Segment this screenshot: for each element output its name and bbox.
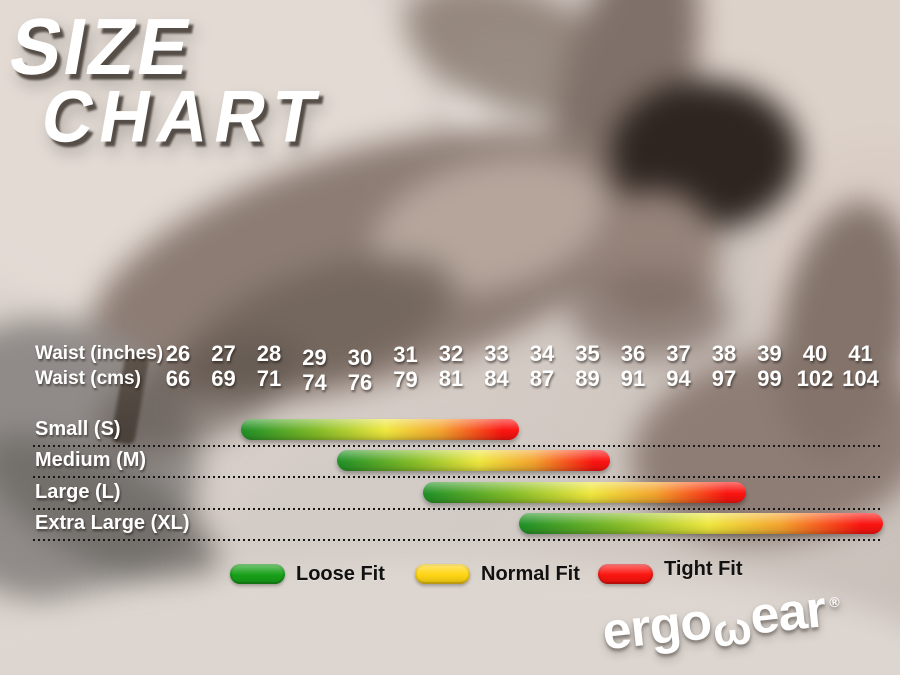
legend-swatch-icon [598,564,653,584]
legend-item: Loose Fit [230,563,385,585]
waist-cms-value: 104 [842,366,879,391]
waist-inches-value: 29 [302,345,327,370]
waist-cms-value: 84 [484,366,509,391]
waist-inches-value: 39 [757,341,782,366]
legend-label: Loose Fit [296,562,385,585]
waist-inches-value: 37 [666,341,691,366]
legend-swatch-icon [415,564,470,584]
size-range-bar [241,419,519,440]
waist-cms-value: 71 [256,366,282,391]
size-row: Medium (M) [0,450,900,482]
waist-inches-value: 34 [529,341,555,366]
size-row: Extra Large (XL) [0,511,900,545]
dotted-separator [33,476,882,479]
waist-inches-value: 30 [347,345,373,370]
swatch-gloss [598,564,653,584]
size-row-label: Small (S) [35,418,121,440]
waist-inches-value: 26 [165,341,191,366]
waist-inches-value: 28 [256,341,282,366]
waist-cms-value: 89 [575,366,600,391]
waist-cms-value: 79 [393,367,418,392]
dotted-separator [33,445,882,447]
bar-gloss [336,450,610,472]
legend-item: Normal Fit [415,563,580,585]
waist-cms-row: Waist (cms) 66 69 71 74 76 79 81 84 87 89 91 94 97 99… [0,366,900,395]
waist-inches-value: 38 [711,341,737,366]
title-line-chart: CHART [35,75,331,158]
logo-omega-w-icon: ω [710,601,754,657]
registered-trademark-icon: ® [828,593,840,611]
page-title: SIZE CHART [0,3,342,158]
bar-gloss [518,512,883,534]
waist-inches-value: 33 [484,341,509,366]
waist-cms-label: Waist (cms) [35,368,141,389]
waist-inches-value: 31 [393,342,418,367]
size-row: Small (S) [0,419,900,451]
size-range-bar [423,481,747,503]
size-row-label: Large (L) [35,480,121,503]
waist-cms-value: 87 [529,366,555,391]
dotted-separator [33,507,882,510]
size-range-bar [518,512,883,534]
waist-inches-value: 32 [438,341,464,366]
dotted-separator [33,538,882,541]
waist-inches-label: Waist (inches) [35,343,164,364]
waist-inches-value: 27 [211,341,236,366]
size-row: Large (L) [0,480,900,514]
legend-item: Tight Fit [598,558,743,585]
waist-cms-value: 66 [165,366,191,391]
logo-text-ergo: ergo [599,592,714,662]
waist-cms-value: 102 [796,366,834,391]
photo-shape [570,270,730,360]
waist-cms-value: 97 [711,366,737,391]
waist-cms-value: 76 [347,370,373,395]
legend-label: Tight Fit [664,557,743,580]
waist-cms-value: 74 [302,370,327,395]
size-row-label: Extra Large (XL) [35,511,190,534]
waist-inches-value: 35 [575,341,600,366]
waist-cms-value: 99 [757,366,782,391]
waist-inches-value: 41 [848,341,873,366]
size-row-label: Medium (M) [35,449,147,472]
waist-cms-value: 81 [438,366,464,391]
legend-swatch-icon [230,564,285,584]
waist-inches-value: 40 [802,341,828,366]
waist-cms-value: 69 [211,366,236,391]
size-range-bar [336,450,610,472]
bar-gloss [423,481,747,503]
swatch-gloss [415,564,470,584]
logo-text-ear: ear [747,580,829,646]
waist-cms-value: 91 [620,366,646,391]
waist-cms-value: 94 [666,366,691,391]
waist-inches-row: Waist (inches) 26 27 28 29 30 31 32 33 34 35 36 37 3… [0,341,900,370]
bar-gloss [241,419,519,440]
swatch-gloss [230,564,285,584]
waist-inches-value: 36 [620,341,646,366]
legend-label: Normal Fit [481,562,580,585]
